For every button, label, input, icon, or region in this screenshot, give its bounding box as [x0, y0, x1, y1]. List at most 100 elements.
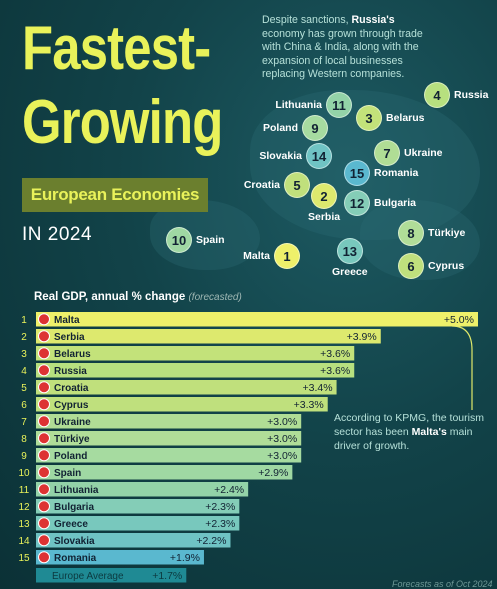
value-label: +2.2%: [196, 535, 226, 547]
rank-label: 1: [21, 315, 27, 326]
map-marker-russia: 4 Russia: [424, 82, 488, 108]
marker-label: Türkiye: [428, 227, 466, 239]
rank-label: 2: [21, 332, 27, 343]
marker-label: Slovakia: [259, 150, 302, 162]
map-marker-croatia: Croatia 5: [244, 172, 310, 198]
bar: [36, 414, 302, 429]
map-marker-spain: 10 Spain: [166, 227, 225, 253]
annotation-text-pre: According to KPMG, the tourism sector ha…: [334, 412, 484, 438]
flag-icon: [38, 551, 50, 564]
rank-label: 15: [18, 553, 30, 564]
annotation-connector: [451, 325, 473, 410]
value-label: +3.9%: [347, 331, 377, 343]
category-label: Russia: [54, 366, 87, 377]
marker-rank: 12: [344, 190, 370, 216]
map-marker-lithuania: Lithuania 11: [275, 92, 352, 118]
bar: [36, 346, 355, 361]
flag-icon: [38, 330, 50, 343]
marker-label: Lithuania: [275, 99, 322, 111]
map-marker-malta: Malta 1: [243, 243, 300, 269]
bar: [36, 448, 302, 463]
marker-label: Greece: [332, 266, 368, 278]
value-label: +3.3%: [294, 399, 324, 411]
category-label: Slovakia: [54, 536, 95, 547]
bar: [36, 465, 293, 480]
category-label: Cyprus: [54, 400, 89, 411]
marker-rank: 10: [166, 227, 192, 253]
value-label: +3.4%: [302, 382, 332, 394]
year-label: IN 2024: [22, 224, 93, 245]
marker-label: Serbia: [308, 211, 341, 223]
marker-label: Poland: [262, 122, 298, 134]
rank-label: 12: [18, 502, 30, 513]
value-label: +2.3%: [205, 518, 235, 530]
value-label: +3.0%: [267, 433, 297, 445]
marker-rank: 2: [311, 183, 338, 209]
flag-icon: [38, 534, 50, 547]
average-label: Europe Average: [52, 571, 124, 582]
flag-icon: [38, 398, 50, 411]
annotation-text-bold: Malta's: [411, 426, 447, 438]
flag-icon: [38, 483, 50, 496]
average-value-label: +1.7%: [152, 570, 182, 582]
chart-title-note: (forecasted): [188, 292, 242, 303]
category-label: Ukraine: [54, 417, 91, 428]
bar: [36, 329, 381, 344]
rank-label: 14: [18, 536, 30, 547]
subtitle: European Economies: [22, 178, 208, 212]
category-label: Lithuania: [54, 485, 99, 496]
marker-rank: 13: [336, 238, 363, 264]
average-bar: [36, 568, 187, 583]
marker-rank: 9: [302, 115, 328, 141]
rank-label: 9: [21, 451, 27, 462]
marker-label: Russia: [454, 89, 489, 101]
marker-rank: 14: [306, 143, 332, 169]
rank-label: 8: [21, 434, 27, 445]
category-label: Greece: [54, 519, 88, 530]
flag-icon: [38, 466, 50, 479]
marker-rank: 8: [398, 220, 424, 246]
marker-rank: 7: [374, 140, 400, 166]
marker-rank: 1: [274, 243, 300, 269]
marker-label: Belarus: [386, 112, 425, 124]
flag-icon: [38, 415, 50, 428]
value-label: +3.6%: [320, 348, 350, 360]
flag-icon: [38, 364, 50, 377]
marker-label: Spain: [196, 234, 225, 246]
value-label: +3.0%: [267, 416, 297, 428]
map-marker-belarus: 3 Belarus: [356, 105, 425, 131]
marker-label: Ukraine: [404, 147, 443, 159]
bar: [36, 363, 355, 378]
marker-rank: 3: [356, 105, 382, 131]
marker-rank: 15: [344, 160, 370, 186]
title-line-1: Fastest-: [22, 14, 211, 83]
bar: [36, 550, 204, 565]
rank-label: 10: [18, 468, 30, 479]
map-marker-ukraine: 7 Ukraine: [374, 140, 443, 166]
kpmg-annotation: According to KPMG, the tourism sector ha…: [334, 411, 484, 453]
marker-label: Croatia: [243, 179, 280, 191]
map-marker-türkiye: 8 Türkiye: [398, 220, 465, 246]
rank-label: 4: [21, 366, 27, 377]
value-label: +5.0%: [444, 314, 474, 326]
russia-note: Despite sanctions, Russia's economy has …: [262, 14, 434, 82]
flag-icon: [38, 432, 50, 445]
map-marker-romania: 15 Romania: [344, 160, 418, 186]
bar: [36, 533, 231, 548]
flag-icon: [38, 313, 50, 326]
bar: [36, 312, 478, 327]
note-text-pre: Despite sanctions,: [262, 14, 352, 26]
map-marker-greece: 13 Greece: [332, 238, 368, 278]
bar: [36, 499, 240, 514]
value-label: +2.9%: [258, 467, 288, 479]
note-text-bold: Russia's: [351, 14, 395, 26]
annotation-text-post: main driver of growth.: [334, 426, 473, 452]
value-label: +2.3%: [205, 501, 235, 513]
marker-rank: 11: [326, 92, 352, 118]
flag-icon: [38, 517, 50, 530]
chart-title-text: Real GDP, annual % change: [34, 291, 186, 303]
value-label: +2.4%: [214, 484, 244, 496]
marker-rank: 4: [424, 82, 450, 108]
map-marker-serbia: 2 Serbia: [308, 183, 340, 223]
